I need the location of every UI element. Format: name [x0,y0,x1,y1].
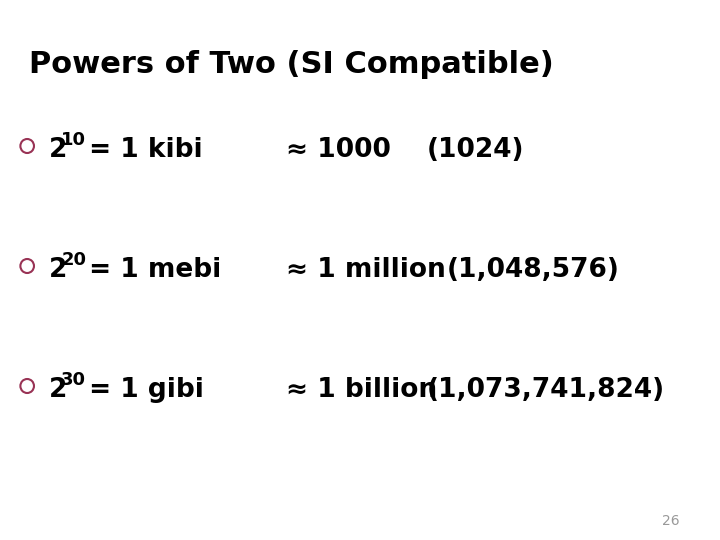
Text: 2: 2 [48,257,67,283]
Text: 30: 30 [61,371,86,389]
Text: (1,073,741,824): (1,073,741,824) [427,377,665,403]
Text: (1024): (1024) [427,137,525,163]
Text: 10: 10 [61,131,86,149]
Text: (1,048,576): (1,048,576) [446,257,619,283]
Text: 2: 2 [48,137,67,163]
Text: = 1 kibi: = 1 kibi [80,137,202,163]
Text: 2: 2 [48,377,67,403]
Text: 26: 26 [662,514,680,528]
Text: 20: 20 [61,251,86,269]
Text: ≈ 1 million: ≈ 1 million [287,257,446,283]
Text: Powers of Two (SI Compatible): Powers of Two (SI Compatible) [29,50,554,79]
Text: ≈ 1 billion: ≈ 1 billion [287,377,438,403]
Text: = 1 gibi: = 1 gibi [80,377,204,403]
Text: = 1 mebi: = 1 mebi [80,257,221,283]
Text: ≈ 1000: ≈ 1000 [287,137,391,163]
